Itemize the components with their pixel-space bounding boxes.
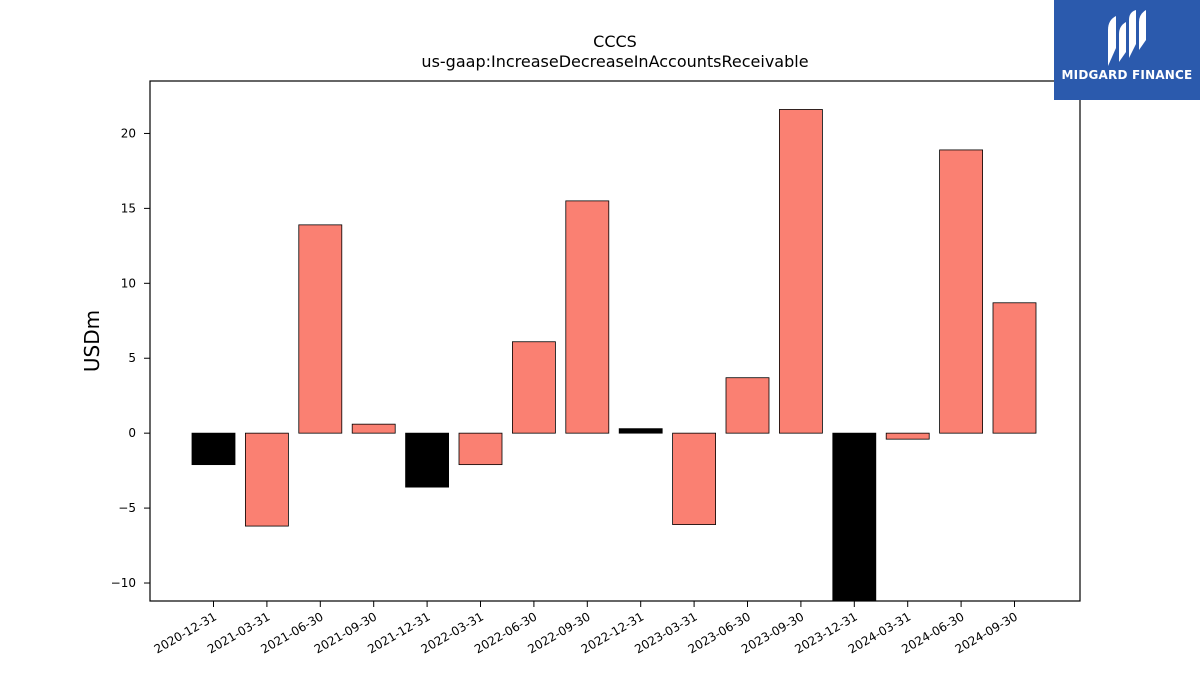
bars-group: [191, 109, 1037, 602]
y-axis: −10 −5 0 5 10 15 20: [111, 126, 150, 590]
bar-2022-09-30: [565, 200, 610, 434]
bar-2022-12-31: [618, 428, 663, 434]
bar-2020-12-31: [191, 432, 236, 466]
chart-subtitle: us-gaap:IncreaseDecreaseInAccountsReceiv…: [421, 52, 809, 71]
bar-2021-09-30: [351, 423, 396, 434]
bar-2022-06-30: [512, 341, 556, 434]
logo-text: MIDGARD FINANCE: [1061, 68, 1193, 82]
y-tick-label: 20: [121, 126, 136, 140]
y-axis-label: USDm: [80, 310, 104, 372]
y-tick-label: 10: [121, 276, 136, 290]
bar-2023-06-30: [725, 377, 770, 434]
bar-2024-09-30: [992, 302, 1037, 434]
x-axis: 2020-12-312021-03-312021-06-302021-09-30…: [152, 601, 1020, 656]
y-tick-label: 5: [128, 351, 136, 365]
bar-2021-12-31: [405, 432, 450, 488]
bar-2023-09-30: [779, 109, 823, 434]
logo-mark-icon: [1108, 10, 1146, 66]
y-tick-label: 0: [128, 426, 136, 440]
bar-2023-03-31: [672, 432, 716, 525]
bar-2021-06-30: [298, 224, 343, 434]
midgard-finance-logo: MIDGARD FINANCE: [1054, 0, 1200, 100]
y-tick-label: −10: [111, 576, 136, 590]
bar-2024-03-31: [885, 432, 930, 440]
bar-2024-06-30: [939, 149, 983, 434]
y-tick-label: −5: [118, 501, 136, 515]
bar-2021-03-31: [244, 432, 289, 527]
plot-frame: [149, 80, 1081, 602]
y-tick-label: 15: [121, 201, 136, 215]
bar-2022-03-31: [458, 432, 503, 466]
chart-title: CCCS: [593, 32, 637, 51]
bar-2023-12-31: [832, 432, 877, 602]
